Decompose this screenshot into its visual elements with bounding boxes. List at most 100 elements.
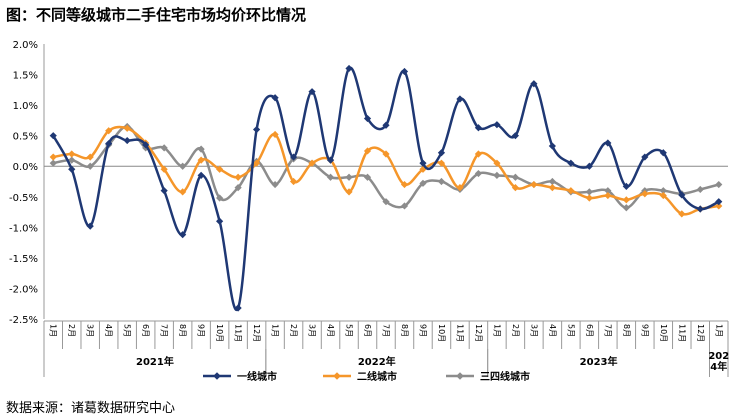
x-tick-label: 1月 bbox=[49, 324, 58, 337]
x-tick-label: 9月 bbox=[640, 324, 649, 337]
x-tick-label: 7月 bbox=[603, 324, 612, 337]
data-point bbox=[548, 177, 556, 186]
data-point bbox=[179, 162, 187, 170]
x-tick-label: 10月 bbox=[215, 324, 224, 342]
data-point bbox=[696, 185, 704, 194]
data-point bbox=[604, 191, 612, 200]
data-point bbox=[530, 180, 538, 189]
x-tick-label: 6月 bbox=[141, 324, 150, 337]
y-tick-label: -1.0% bbox=[9, 223, 38, 234]
data-point bbox=[400, 202, 409, 210]
data-point bbox=[511, 173, 520, 181]
y-tick-label: -0.5% bbox=[9, 193, 38, 204]
y-tick-label: 0.5% bbox=[13, 132, 38, 143]
y-tick-label: 0.0% bbox=[13, 162, 38, 173]
data-point bbox=[105, 140, 113, 148]
data-point bbox=[123, 124, 131, 132]
data-point bbox=[179, 231, 187, 239]
x-tick-label: 2月 bbox=[289, 324, 298, 337]
data-point bbox=[197, 156, 205, 164]
data-point bbox=[604, 139, 612, 147]
data-point bbox=[437, 149, 446, 157]
data-point bbox=[363, 147, 372, 155]
data-point bbox=[289, 153, 298, 161]
y-tick-label: -2.0% bbox=[9, 284, 38, 295]
data-point bbox=[252, 159, 261, 167]
data-point bbox=[437, 177, 446, 186]
data-point bbox=[49, 132, 57, 140]
data-point bbox=[511, 132, 520, 140]
data-point bbox=[160, 144, 168, 152]
data-point bbox=[437, 159, 446, 167]
data-point bbox=[696, 205, 704, 213]
x-tick-label: 9月 bbox=[197, 324, 206, 337]
x-tick-label: 3月 bbox=[529, 324, 538, 337]
data-point bbox=[641, 153, 649, 161]
legend-label: 一线城市 bbox=[237, 370, 277, 383]
data-point bbox=[400, 67, 409, 76]
data-point bbox=[659, 191, 667, 200]
x-tick-label: 6月 bbox=[363, 324, 372, 337]
data-point bbox=[474, 150, 483, 158]
data-point bbox=[622, 196, 630, 204]
x-tick-label: 10月 bbox=[659, 324, 668, 342]
data-point bbox=[49, 153, 57, 161]
data-point bbox=[345, 173, 353, 181]
x-tick-label: 2月 bbox=[511, 324, 520, 337]
data-point bbox=[197, 171, 205, 179]
data-point bbox=[271, 130, 279, 139]
data-point bbox=[49, 159, 57, 167]
data-point bbox=[123, 136, 131, 145]
series-line-1 bbox=[52, 66, 720, 312]
data-point bbox=[308, 88, 316, 96]
data-point bbox=[345, 64, 353, 73]
x-tick-label: 11月 bbox=[455, 324, 464, 342]
data-point bbox=[216, 217, 224, 225]
data-point bbox=[604, 187, 612, 195]
x-tick-label: 1月 bbox=[492, 324, 501, 337]
legend-label: 三四线城市 bbox=[480, 370, 530, 383]
data-point bbox=[419, 159, 427, 167]
data-source: 数据来源：诸葛数据研究中心 bbox=[6, 401, 176, 416]
x-tick-label: 8月 bbox=[400, 324, 409, 337]
year-label: 2021年 bbox=[136, 355, 174, 368]
data-point bbox=[289, 177, 298, 186]
y-tick-label: 1.5% bbox=[13, 71, 38, 82]
data-point bbox=[715, 202, 723, 210]
data-point bbox=[567, 187, 575, 195]
y-tick-label: 1.0% bbox=[13, 101, 38, 112]
data-point bbox=[68, 156, 76, 164]
data-point bbox=[234, 304, 242, 312]
x-tick-label: 1月 bbox=[271, 324, 280, 337]
data-point bbox=[160, 187, 168, 195]
x-tick-label: 10月 bbox=[437, 324, 446, 342]
data-point bbox=[511, 184, 520, 192]
legend-label: 二线城市 bbox=[357, 370, 397, 383]
data-point bbox=[271, 180, 279, 189]
data-point bbox=[493, 171, 501, 179]
data-point bbox=[326, 173, 335, 181]
data-point bbox=[678, 210, 686, 218]
data-point bbox=[641, 190, 649, 198]
year-label: 2023年 bbox=[580, 355, 618, 368]
legend-marker bbox=[213, 372, 221, 380]
x-tick-label: 12月 bbox=[474, 324, 483, 342]
data-point bbox=[68, 165, 76, 173]
data-point bbox=[585, 188, 593, 196]
data-point bbox=[622, 204, 630, 212]
data-point bbox=[86, 162, 94, 170]
x-tick-label: 11月 bbox=[677, 324, 686, 342]
data-point bbox=[474, 169, 483, 178]
data-point bbox=[308, 159, 316, 167]
data-point bbox=[493, 121, 501, 129]
x-tick-label: 5月 bbox=[566, 324, 575, 337]
x-tick-label: 3月 bbox=[308, 324, 317, 337]
data-point bbox=[456, 95, 464, 103]
data-point bbox=[678, 191, 686, 199]
y-tick-label: 2.0% bbox=[13, 40, 38, 51]
x-tick-label: 2月 bbox=[67, 324, 76, 337]
x-tick-label: 11月 bbox=[234, 324, 243, 342]
x-tick-label: 4月 bbox=[104, 324, 113, 337]
